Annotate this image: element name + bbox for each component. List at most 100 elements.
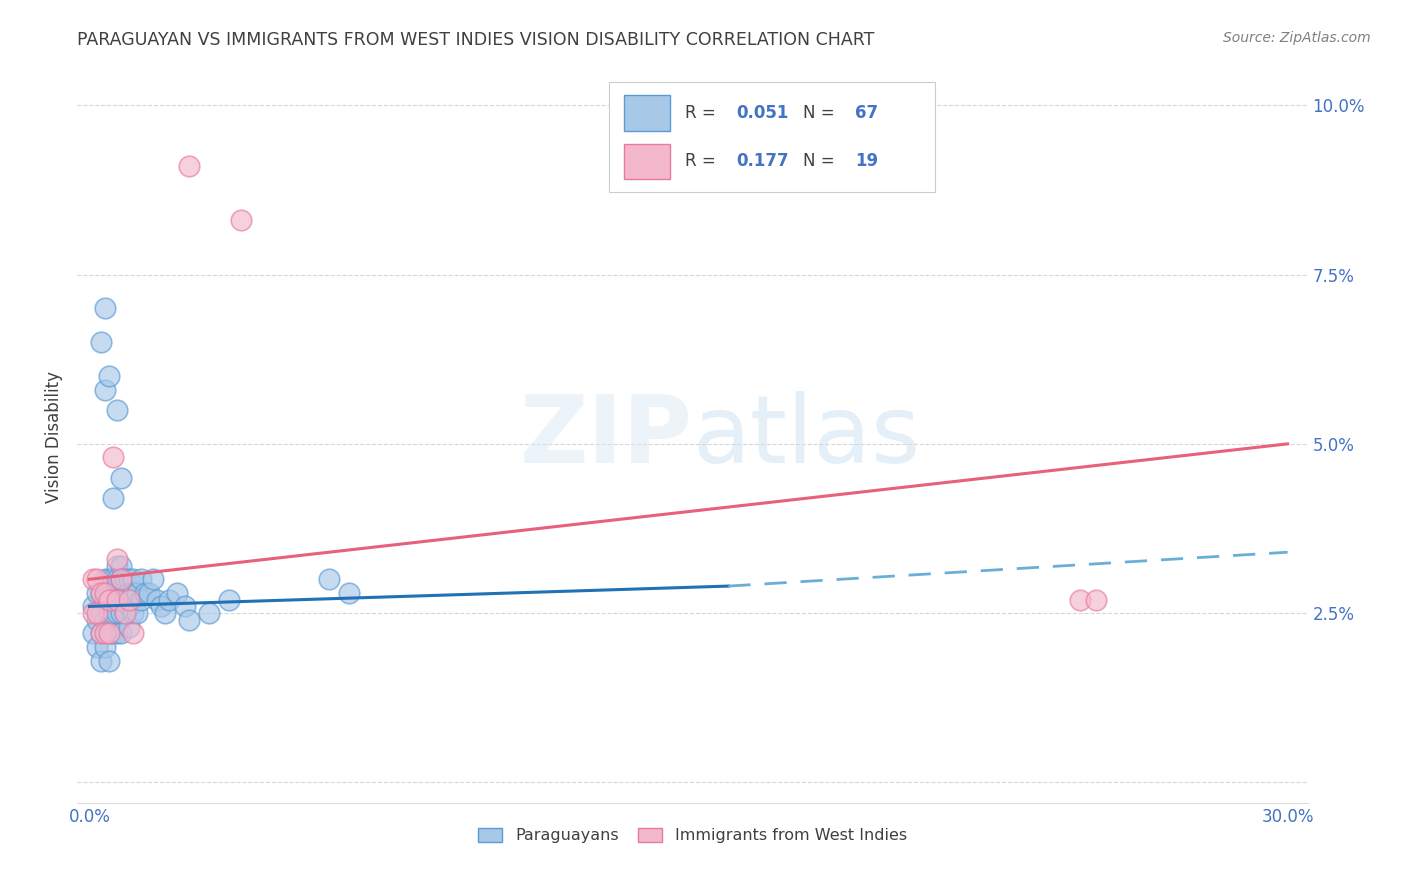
- Point: [105, 626, 128, 640]
- Point: [118, 599, 141, 614]
- Point: [198, 606, 221, 620]
- Point: [110, 572, 132, 586]
- Point: [98, 572, 121, 586]
- Text: N =: N =: [803, 153, 839, 170]
- Text: R =: R =: [685, 104, 721, 122]
- Text: 19: 19: [855, 153, 877, 170]
- Point: [134, 586, 156, 600]
- Point: [114, 606, 136, 620]
- Point: [94, 640, 117, 654]
- Point: [90, 626, 112, 640]
- Point: [179, 159, 201, 173]
- Point: [98, 626, 121, 640]
- Point: [114, 592, 136, 607]
- Point: [127, 586, 149, 600]
- Point: [110, 558, 132, 573]
- Point: [86, 606, 108, 620]
- Point: [155, 606, 177, 620]
- Point: [90, 586, 112, 600]
- Point: [82, 572, 104, 586]
- Point: [98, 586, 121, 600]
- Point: [142, 572, 165, 586]
- Text: atlas: atlas: [693, 391, 921, 483]
- Point: [86, 613, 108, 627]
- Point: [94, 301, 117, 316]
- Point: [146, 592, 169, 607]
- Point: [90, 606, 112, 620]
- Point: [110, 572, 132, 586]
- Point: [103, 491, 125, 505]
- Point: [98, 654, 121, 668]
- Point: [94, 586, 117, 600]
- Point: [114, 572, 136, 586]
- Point: [105, 558, 128, 573]
- Point: [337, 586, 360, 600]
- Point: [122, 626, 145, 640]
- Point: [98, 369, 121, 384]
- Point: [105, 592, 128, 607]
- Point: [103, 450, 125, 465]
- Point: [86, 572, 108, 586]
- Point: [86, 586, 108, 600]
- Text: N =: N =: [803, 104, 839, 122]
- Point: [114, 606, 136, 620]
- Point: [98, 592, 121, 607]
- Point: [218, 592, 240, 607]
- Point: [105, 592, 128, 607]
- Point: [105, 552, 128, 566]
- Text: Source: ZipAtlas.com: Source: ZipAtlas.com: [1223, 31, 1371, 45]
- Point: [1069, 592, 1091, 607]
- Point: [122, 606, 145, 620]
- Point: [110, 592, 132, 607]
- Point: [90, 654, 112, 668]
- Point: [103, 572, 125, 586]
- Text: R =: R =: [685, 153, 721, 170]
- Point: [1084, 592, 1107, 607]
- Legend: Paraguayans, Immigrants from West Indies: Paraguayans, Immigrants from West Indies: [472, 822, 912, 850]
- Point: [98, 606, 121, 620]
- Y-axis label: Vision Disability: Vision Disability: [45, 371, 63, 503]
- Point: [118, 620, 141, 634]
- Point: [150, 599, 173, 614]
- Point: [179, 613, 201, 627]
- Point: [105, 606, 128, 620]
- Text: PARAGUAYAN VS IMMIGRANTS FROM WEST INDIES VISION DISABILITY CORRELATION CHART: PARAGUAYAN VS IMMIGRANTS FROM WEST INDIE…: [77, 31, 875, 49]
- Point: [82, 599, 104, 614]
- Point: [110, 471, 132, 485]
- Point: [94, 592, 117, 607]
- Text: ZIP: ZIP: [520, 391, 693, 483]
- Point: [103, 592, 125, 607]
- Point: [103, 606, 125, 620]
- Point: [110, 626, 132, 640]
- Point: [166, 586, 188, 600]
- Point: [90, 586, 112, 600]
- Point: [105, 572, 128, 586]
- Point: [98, 626, 121, 640]
- Point: [127, 606, 149, 620]
- Point: [157, 592, 180, 607]
- Point: [138, 586, 160, 600]
- Text: 67: 67: [855, 104, 877, 122]
- Point: [105, 403, 128, 417]
- Point: [86, 640, 108, 654]
- Point: [118, 592, 141, 607]
- Point: [82, 606, 104, 620]
- FancyBboxPatch shape: [609, 82, 935, 192]
- Point: [94, 626, 117, 640]
- Point: [318, 572, 340, 586]
- Point: [122, 586, 145, 600]
- Point: [110, 606, 132, 620]
- Point: [129, 572, 152, 586]
- Point: [103, 626, 125, 640]
- Point: [94, 572, 117, 586]
- Point: [174, 599, 197, 614]
- Point: [82, 626, 104, 640]
- Point: [129, 592, 152, 607]
- Text: 0.177: 0.177: [737, 153, 789, 170]
- Bar: [624, 95, 671, 130]
- Point: [122, 572, 145, 586]
- Point: [90, 626, 112, 640]
- Point: [229, 213, 252, 227]
- Point: [90, 335, 112, 350]
- Point: [118, 572, 141, 586]
